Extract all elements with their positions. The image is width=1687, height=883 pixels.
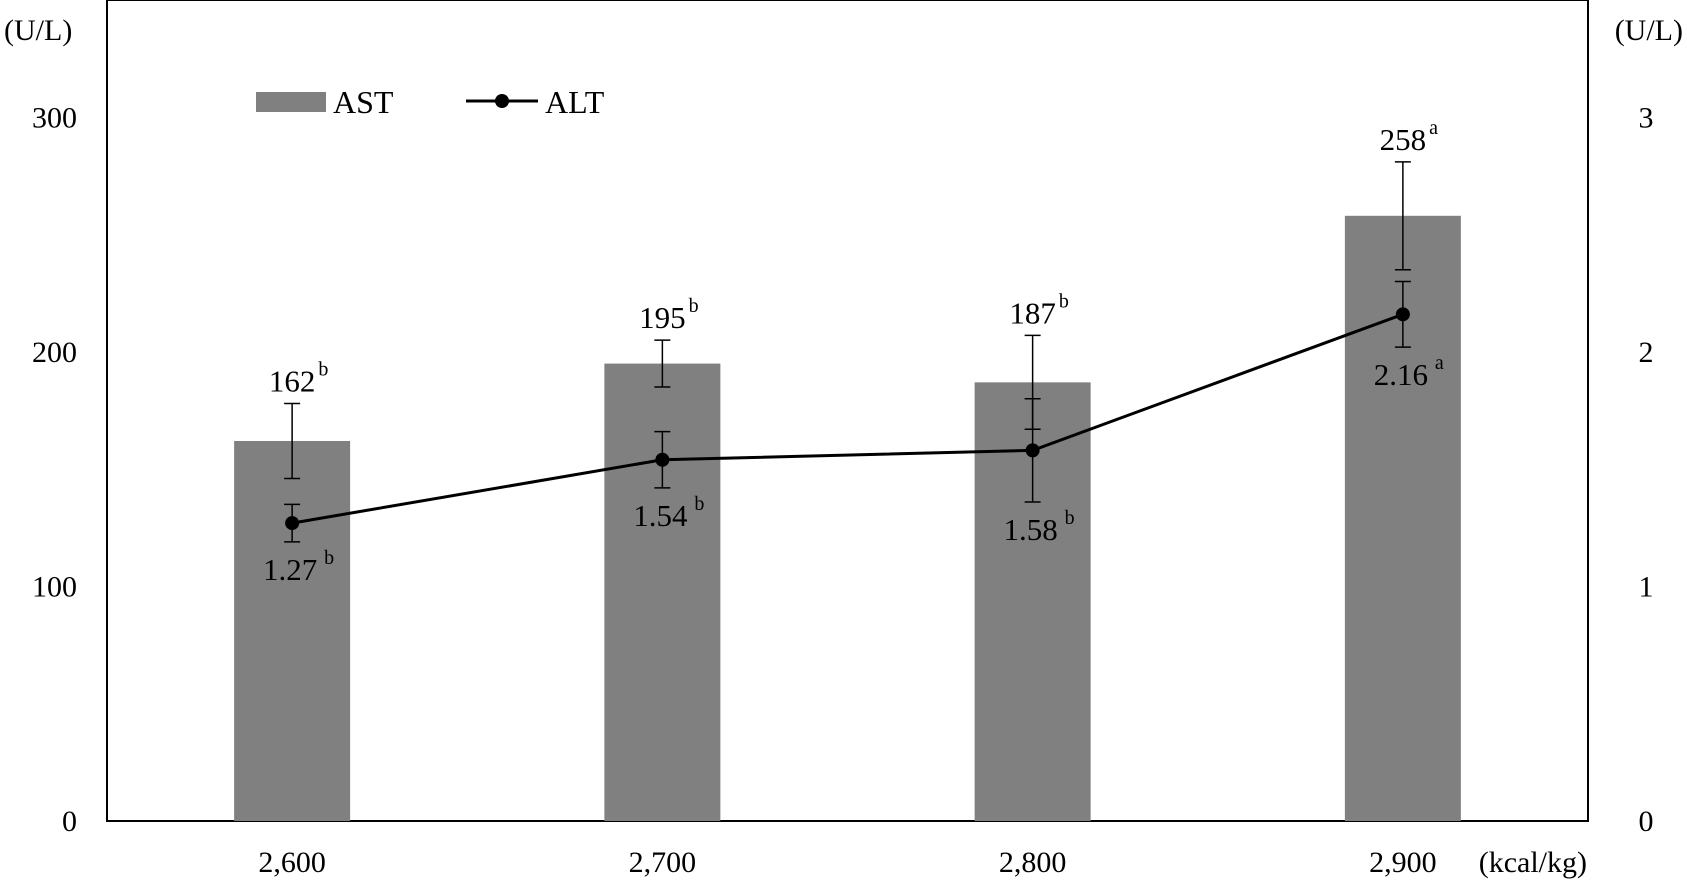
alt-data-label-0: 1.27 [263,552,317,587]
alt-data-label-3-letter: a [1435,352,1444,374]
y-right-unit-label: (U/L) [1615,14,1683,47]
legend-marker-alt [495,94,509,108]
ast-bars [234,215,1461,821]
legend: AST ALT [256,84,605,120]
y-left-tick-200: 200 [32,336,77,369]
x-unit-label: (kcal/kg) [1479,846,1587,879]
y-left-tick-100: 100 [32,570,77,603]
ast-data-label-1: 195 [639,300,686,335]
y-right-tick-0: 0 [1639,805,1654,838]
alt-error-bars [284,280,1411,543]
ast-data-label-2-letter: b [1059,290,1069,312]
legend-label-alt: ALT [545,84,605,120]
ast-data-label-2: 187 [1009,295,1056,330]
y-left-tick-300: 300 [32,101,77,134]
plot-area-frame [106,0,1589,822]
ast-data-label-0-letter: b [318,358,328,380]
y-right-tick-labels: 0 1 2 3 [1639,101,1654,838]
y-left-tick-0: 0 [62,805,77,838]
alt-data-label-1: 1.54 [633,498,688,533]
alt-data-label-1-letter: b [694,493,704,515]
alt-data-label-2-letter: b [1065,507,1075,529]
y-right-tick-1: 1 [1639,570,1654,603]
legend-label-ast: AST [333,84,394,120]
x-tick-3: 2,900 [1369,846,1437,879]
ast-data-label-3: 258 [1380,122,1427,157]
x-tick-1: 2,700 [629,846,697,879]
y-left-unit-label: (U/L) [4,14,72,47]
x-tick-0: 2,600 [258,846,326,879]
ast-bar-0 [234,440,351,821]
y-right-tick-2: 2 [1639,336,1654,369]
alt-data-label-2: 1.58 [1004,512,1058,547]
ast-data-label-3-letter: a [1429,117,1438,139]
y-left-tick-labels: 0 100 200 300 [32,101,77,838]
alt-line-series [285,307,1410,531]
alt-line [291,312,1404,525]
x-tick-labels: 2,600 2,700 2,800 2,900 [258,846,1436,879]
alt-data-label-0-letter: b [324,547,334,569]
ast-data-label-1-letter: b [689,295,699,317]
ast-error-bars [284,161,1411,480]
x-tick-2: 2,800 [999,846,1067,879]
ast-data-label-0: 162 [269,363,316,398]
alt-data-label-3: 2.16 [1374,357,1428,392]
y-right-tick-3: 3 [1639,101,1654,134]
legend-swatch-ast [256,92,326,112]
